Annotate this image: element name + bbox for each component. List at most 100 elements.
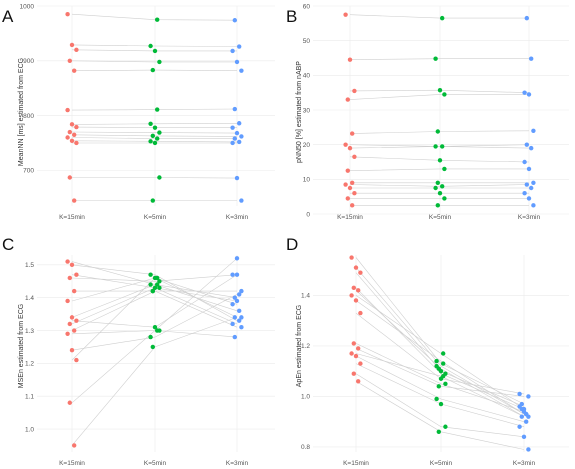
- panel-d-data-point: [441, 374, 446, 379]
- panel-c-data-point: [230, 302, 235, 307]
- panel-b-data-point: [347, 57, 353, 62]
- panel-a-data-point: [72, 68, 77, 73]
- panel-d-data-point: [521, 434, 527, 440]
- panel-c-data-point: [148, 282, 153, 287]
- panel-a-data-point: [230, 125, 235, 130]
- panel-d-subject-line: [355, 267, 525, 415]
- panel-a-subject-line: [71, 108, 238, 111]
- panel-a-data-point: [155, 136, 160, 141]
- panel-b-xtick-label: K=5min: [429, 214, 452, 221]
- panel-c-data-point: [232, 334, 237, 340]
- panel-c-data-point: [72, 328, 77, 333]
- panel-c-data-point: [65, 298, 70, 304]
- panel-c-data-point: [239, 325, 244, 330]
- panel-b-ylabel: pNN50 [%] estimated from nABP: [296, 61, 303, 163]
- panel-c-ylabel: MSEn estimated from ECG: [18, 304, 25, 388]
- panel-b-ytick-label: 20: [303, 142, 311, 149]
- panel-a-xtick-label: K=15min: [59, 214, 85, 221]
- panel-a-data-point: [155, 107, 160, 112]
- panel-a-ytick-label: 700: [23, 168, 34, 175]
- panel-d-data-point: [517, 424, 522, 429]
- panel-a-ytick-label: 1000: [20, 3, 35, 10]
- panel-b-subject-line: [349, 130, 530, 134]
- panel-a-data-point: [148, 43, 153, 49]
- panel-d-data-point: [436, 384, 441, 389]
- panel-b-data-point: [352, 88, 357, 94]
- panel-a-data-point: [74, 124, 79, 130]
- panel-b-data-point: [345, 168, 350, 173]
- panel-b-data-point: [347, 185, 353, 191]
- panel-b-data-point: [350, 131, 355, 136]
- panel-b-data-point: [522, 191, 527, 196]
- panel-b-data-point: [524, 15, 529, 21]
- panel-d-data-point: [358, 270, 363, 275]
- panel-d-subject-line: [355, 355, 525, 422]
- panel-d-data-point: [351, 371, 356, 376]
- panel-b-data-point: [442, 166, 447, 172]
- panel-c-data-point: [152, 325, 158, 330]
- panel-b-data-point: [435, 129, 440, 134]
- panel-a-data-point: [150, 67, 155, 73]
- panel-d: D ApEn estimated from ECG 0.8 1.0 1.2 1.4 K=…: [286, 235, 569, 467]
- panel-a-subject-line: [71, 134, 238, 137]
- panel-d-label: D: [286, 235, 298, 254]
- panel-a-data-point: [150, 198, 155, 203]
- panel-a-data-point: [69, 138, 75, 143]
- panel-b-data-point: [531, 128, 536, 133]
- panel-b-data-point: [526, 196, 532, 201]
- panel-b-data-point: [529, 56, 534, 61]
- panel-c-xtick-label: K=5min: [144, 460, 167, 467]
- panel-c-data-point: [69, 348, 75, 353]
- panel-b-data-point: [442, 196, 447, 201]
- panel-d-ytick-label: 0.8: [301, 444, 310, 451]
- panel-a-data-point: [239, 68, 244, 73]
- panel-c-data-point: [239, 315, 244, 320]
- panel-a-data-point: [230, 48, 235, 54]
- panel-d-ytick-label: 1.2: [301, 343, 310, 350]
- panel-d-subject-line: [355, 290, 525, 417]
- panel-b-ytick-label: 60: [303, 3, 311, 10]
- panel-c-data-point: [67, 400, 73, 405]
- panel-d-subject-line: [355, 312, 525, 395]
- panel-d-ylabel: ApEn estimated from ECG: [296, 305, 303, 387]
- panel-d-data-point: [356, 288, 361, 293]
- panel-d-data-point: [349, 351, 354, 356]
- panel-d-data-point: [356, 346, 361, 351]
- panel-b-data-point: [526, 92, 532, 97]
- panel-b-data-point: [442, 92, 447, 97]
- panel-a-ytick-label: 800: [23, 113, 34, 120]
- panel-c-data-point: [74, 272, 79, 277]
- panel-d-subject-line: [355, 373, 525, 438]
- panel-d-ytick-label: 1.0: [301, 394, 310, 401]
- panel-a-xtick-label: K=3min: [226, 214, 249, 221]
- panel-c-ytick-label: 1.5: [25, 262, 34, 269]
- panel-b-ytick-label: 30: [303, 107, 311, 114]
- panel-c-ytick-label: 1.2: [25, 361, 34, 368]
- panel-b-xtick-label: K=15min: [337, 214, 363, 221]
- panel-c-data-point: [157, 328, 162, 333]
- panel-c-subject-line: [71, 274, 238, 282]
- panel-d-subject-line: [355, 381, 525, 450]
- panel-a-data-point: [157, 59, 162, 65]
- panel-d-data-point: [351, 285, 356, 291]
- panel-c-data-point: [237, 292, 242, 297]
- panel-c-data-point: [72, 443, 77, 448]
- panel-a-xtick-label: K=5min: [144, 214, 167, 221]
- panel-d-subject-line: [355, 343, 525, 412]
- panel-b-data-point: [524, 182, 529, 187]
- panel-b-data-point: [529, 185, 534, 191]
- panel-c-ytick-label: 1.3: [25, 328, 34, 335]
- panel-a-data-point: [67, 58, 73, 63]
- panel-c-data-point: [234, 256, 240, 261]
- panel-a-data-point: [152, 140, 158, 146]
- panel-b-data-point: [522, 159, 527, 165]
- panel-a-data-point: [152, 48, 158, 54]
- panel-c-data-point: [152, 275, 158, 281]
- panel-a-subject-line: [71, 131, 238, 134]
- panel-a-data-point: [230, 140, 235, 146]
- panel-b-data-point: [352, 191, 357, 196]
- panel-b-data-point: [524, 142, 529, 147]
- panel-d-xtick-label: K=15min: [343, 460, 369, 467]
- panel-c-data-point: [152, 285, 158, 291]
- panel-c-subject-line: [71, 317, 238, 446]
